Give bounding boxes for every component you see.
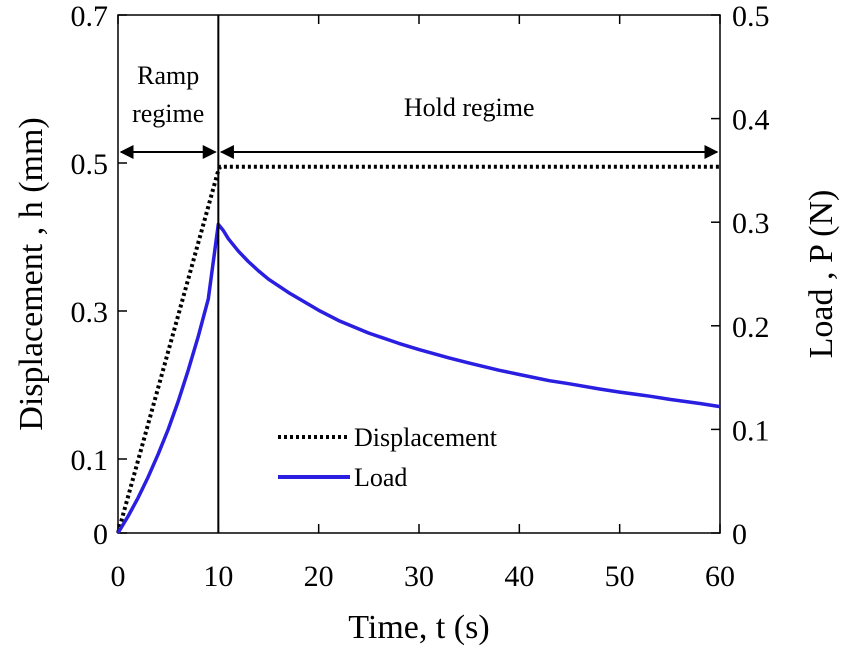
legend-label-displacement: Displacement xyxy=(354,423,498,452)
annotations: Ramp regime Hold regime xyxy=(119,61,719,159)
y-left-tick-label: 0.7 xyxy=(71,0,109,33)
y-right-tick-label: 0.3 xyxy=(732,207,770,240)
y-left-tick-label: 0.5 xyxy=(71,148,109,181)
x-tick-label: 40 xyxy=(504,560,534,593)
x-tick-label: 20 xyxy=(304,560,334,593)
y-left-tick-label: 0 xyxy=(93,518,108,551)
legend: Displacement Load xyxy=(278,423,498,492)
y-right-tick-label: 0.2 xyxy=(732,311,770,344)
hold-regime-label: Hold regime xyxy=(404,93,535,122)
y-right-tick-label: 0.4 xyxy=(732,104,770,137)
y-left-tick-label: 0.1 xyxy=(71,444,109,477)
x-tick-label: 50 xyxy=(605,560,635,593)
legend-label-load: Load xyxy=(354,463,407,492)
ramp-regime-label-line2: regime xyxy=(132,99,204,128)
y-left-tick-label: 0.3 xyxy=(71,296,109,329)
y-right-tick-label: 0.1 xyxy=(732,414,770,447)
ticks-layer: 0 10 20 30 40 50 60 0 0.1 0.3 0.5 0.7 0 0.1 0.2 0.3 0.4 0… xyxy=(71,0,770,593)
y-axis-right-title: Load , P (N) xyxy=(803,190,840,359)
x-tick-label: 30 xyxy=(404,560,434,593)
series-line-load xyxy=(116,222,721,534)
y-right-tick-label: 0.5 xyxy=(732,0,770,33)
y-axis-left-title: Displacement , h (mm) xyxy=(13,117,50,430)
x-tick-label: 10 xyxy=(203,560,233,593)
y-right-tick-label: 0 xyxy=(732,518,747,551)
ramp-regime-label-line1: Ramp xyxy=(137,61,199,90)
x-tick-label: 0 xyxy=(111,560,126,593)
x-tick-label: 60 xyxy=(705,560,735,593)
x-axis-title: Time, t (s) xyxy=(348,609,489,646)
